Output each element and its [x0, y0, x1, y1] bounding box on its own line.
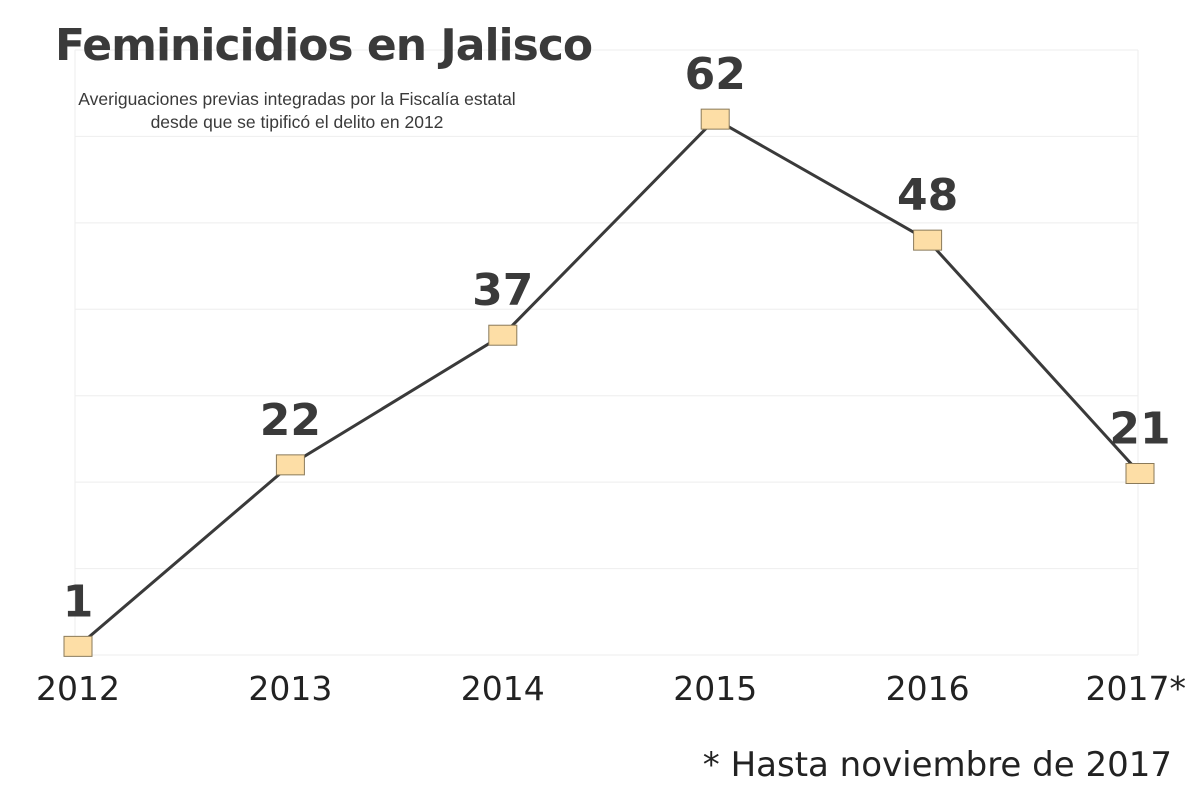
data-label-2012: 1 [63, 576, 94, 627]
chart-footnote: * Hasta noviembre de 2017 [703, 745, 1172, 785]
chart-subtitle-line-2: desde que se tipificó el delito en 2012 [151, 112, 444, 132]
x-tick-label-2016: 2016 [886, 669, 970, 708]
data-label-2016: 48 [897, 170, 958, 221]
x-tick-label-2017: 2017* [1086, 669, 1186, 708]
series [77, 117, 1142, 648]
grid [74, 49, 1139, 656]
data-label-2017*: 21 [1109, 404, 1170, 455]
data-point-2014 [488, 324, 518, 346]
chart-subtitle-line-1: Averiguaciones previas integradas por la… [78, 89, 515, 109]
chart-title: Feminicidios en Jalisco [55, 20, 592, 71]
data-labels: 1 22 37 62 48 21 [63, 49, 1171, 627]
data-point-2016 [913, 229, 943, 251]
x-tick-label-2014: 2014 [461, 669, 545, 708]
data-point-2015 [700, 108, 730, 130]
markers [63, 108, 1155, 657]
x-tick-label-2015: 2015 [673, 669, 757, 708]
x-tick-label-2012: 2012 [36, 669, 120, 708]
data-point-2013 [275, 454, 305, 476]
x-tick-label-2013: 2013 [248, 669, 332, 708]
series-line [77, 117, 1142, 648]
data-label-2015: 62 [685, 49, 746, 100]
data-label-2014: 37 [472, 265, 533, 316]
data-point-2012 [63, 635, 93, 657]
x-axis-ticks: 2012 2013 2014 2015 2016 2017* [36, 669, 1186, 708]
data-label-2013: 22 [260, 395, 321, 446]
data-point-2017* [1125, 463, 1155, 484]
